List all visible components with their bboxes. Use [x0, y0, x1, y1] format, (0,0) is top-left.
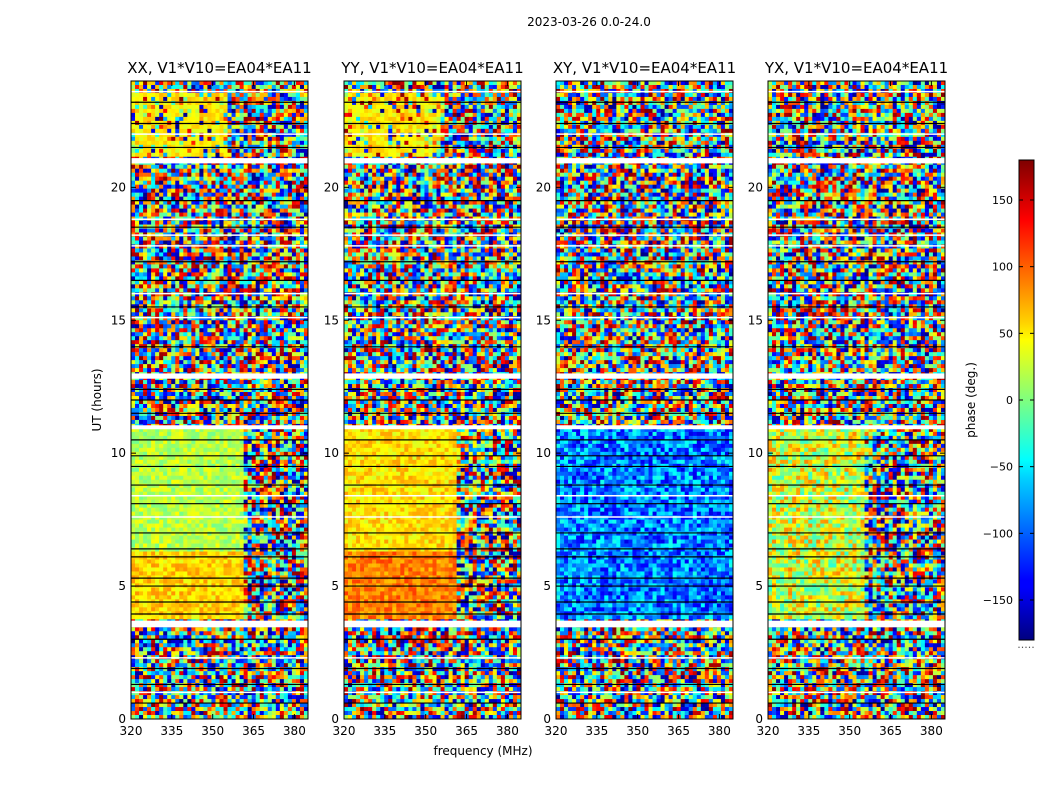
- data-gap: [556, 158, 733, 163]
- colorbar-tick-label: 50: [999, 327, 1013, 340]
- data-gap: [344, 373, 521, 378]
- y-tick-label: 5: [331, 579, 339, 593]
- y-tick-label: 0: [543, 712, 551, 726]
- panel-2: YY, V1*V10=EA04*EA11 320 335 350 365 380 0 5 10 1…: [324, 59, 524, 738]
- colorbar-tick-label: 150: [992, 194, 1013, 207]
- x-tick-label: 380: [496, 724, 519, 738]
- colorbar-tick-label: 0: [1006, 394, 1013, 407]
- x-tick-label: 335: [585, 724, 608, 738]
- panel-4: YX, V1*V10=EA04*EA11 320 335 350 365 380 0 5 10 1…: [748, 59, 948, 738]
- y-tick-label: 20: [111, 180, 126, 194]
- data-gap: [768, 373, 945, 378]
- x-tick-label: 350: [201, 724, 224, 738]
- x-tick-label: 350: [626, 724, 649, 738]
- data-gap: [344, 158, 521, 163]
- y-tick-label: 10: [324, 446, 339, 460]
- data-gap: [556, 621, 733, 628]
- y-tick-label: 5: [118, 579, 126, 593]
- colorbar-label: phase (deg.): [964, 362, 978, 438]
- x-tick-label: 365: [455, 724, 478, 738]
- data-gap: [556, 373, 733, 378]
- y-tick-label: 15: [111, 313, 126, 327]
- colorbar: 150 100 50 0 −50 −100 −150 phase (deg.) .....: [964, 160, 1035, 651]
- panel-title: YY, V1*V10=EA04*EA11: [340, 59, 523, 77]
- data-gap: [131, 373, 308, 378]
- panel-title: YX, V1*V10=EA04*EA11: [764, 59, 948, 77]
- y-tick-label: 20: [536, 180, 551, 194]
- x-tick-label: 350: [838, 724, 861, 738]
- x-tick-label: 320: [333, 724, 356, 738]
- x-tick-label: 365: [667, 724, 690, 738]
- panel-1: XX, V1*V10=EA04*EA11 320 335 350 365 380 0 5 10 1…: [111, 59, 312, 738]
- y-tick-label: 15: [748, 313, 763, 327]
- data-gap: [131, 425, 308, 429]
- data-gap: [131, 621, 308, 628]
- y-tick-label: 10: [111, 446, 126, 460]
- x-tick-label: 335: [373, 724, 396, 738]
- y-tick-label: 5: [755, 579, 763, 593]
- colorbar-tick-label: −150: [983, 594, 1013, 607]
- x-tick-label: 380: [920, 724, 943, 738]
- figure-suptitle: 2023-03-26 0.0-24.0: [527, 15, 651, 29]
- x-tick-label: 335: [160, 724, 183, 738]
- y-tick-label: 15: [536, 313, 551, 327]
- data-gap: [556, 425, 733, 429]
- panel-title: XY, V1*V10=EA04*EA11: [553, 59, 736, 77]
- y-tick-label: 0: [755, 712, 763, 726]
- x-tick-label: 350: [414, 724, 437, 738]
- y-tick-label: 15: [324, 313, 339, 327]
- y-tick-label: 20: [324, 180, 339, 194]
- data-gap: [768, 158, 945, 163]
- data-gap: [768, 621, 945, 628]
- y-tick-label: 5: [543, 579, 551, 593]
- y-tick-label: 0: [331, 712, 339, 726]
- x-tick-label: 365: [242, 724, 265, 738]
- x-tick-label: 380: [708, 724, 731, 738]
- x-axis-label: frequency (MHz): [433, 744, 532, 758]
- data-gap: [768, 425, 945, 429]
- colorbar-bottom-text: .....: [1017, 638, 1034, 651]
- x-tick-label: 320: [757, 724, 780, 738]
- x-tick-label: 335: [797, 724, 820, 738]
- panel-title: XX, V1*V10=EA04*EA11: [127, 59, 311, 77]
- x-tick-label: 320: [545, 724, 568, 738]
- data-gap: [344, 425, 521, 429]
- colorbar-tick-label: −50: [990, 461, 1013, 474]
- data-gap: [131, 158, 308, 163]
- y-tick-label: 10: [748, 446, 763, 460]
- y-tick-label: 0: [118, 712, 126, 726]
- data-gap: [344, 621, 521, 628]
- x-tick-label: 380: [283, 724, 306, 738]
- y-tick-label: 10: [536, 446, 551, 460]
- y-tick-label: 20: [748, 180, 763, 194]
- panel-3: XY, V1*V10=EA04*EA11 320 335 350 365 380 0 5 10 1…: [536, 59, 736, 738]
- x-tick-label: 365: [879, 724, 902, 738]
- colorbar-tick-label: 100: [992, 261, 1013, 274]
- colorbar-tick-label: −100: [983, 527, 1013, 540]
- y-axis-label: UT (hours): [90, 368, 104, 431]
- panels: XX, V1*V10=EA04*EA11 320 335 350 365 380 0 5 10 1…: [111, 59, 948, 738]
- x-tick-label: 320: [120, 724, 143, 738]
